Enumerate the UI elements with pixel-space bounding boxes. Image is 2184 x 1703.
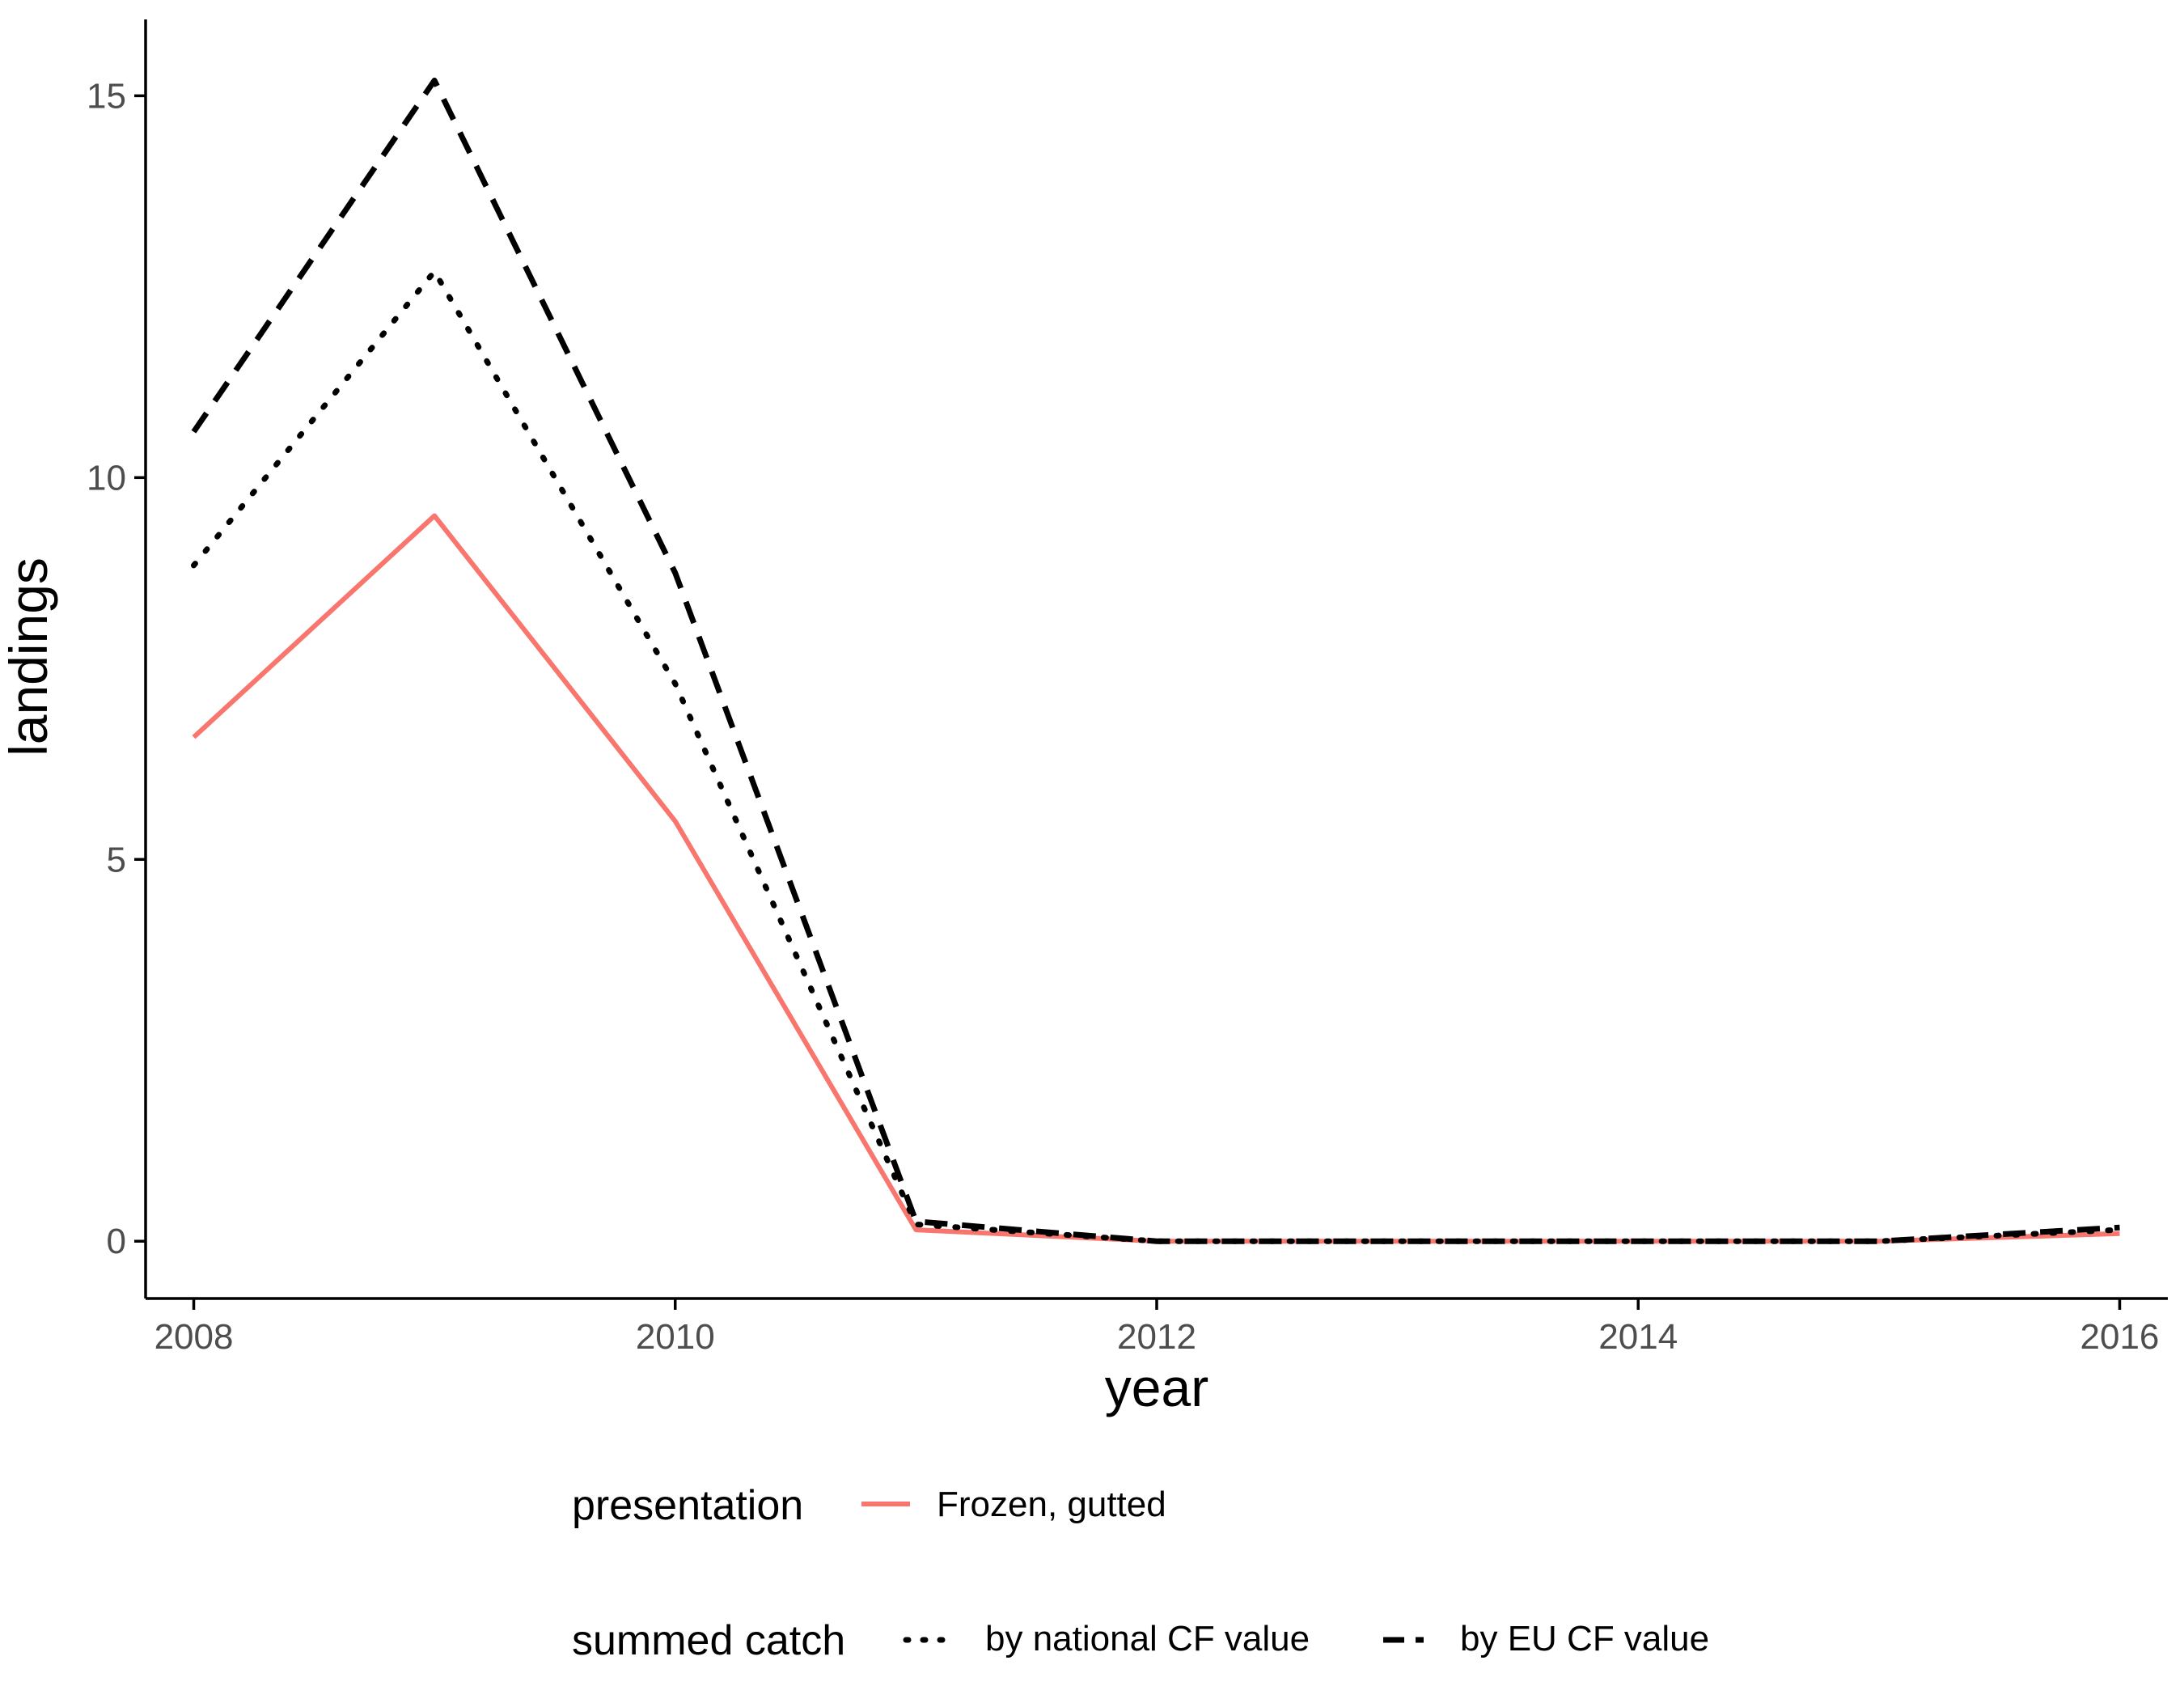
legend-label-frozen-gutted: Frozen, gutted	[937, 1485, 1166, 1524]
x-tick-label: 2016	[2080, 1317, 2160, 1357]
legend-title-summed-catch: summed catch	[572, 1617, 845, 1664]
y-tick-label: 5	[107, 840, 126, 879]
legend-presentation: presentation Frozen, gutted	[572, 1482, 1166, 1529]
legend-title-presentation: presentation	[572, 1482, 803, 1529]
legend-summed-catch: summed catch by national CF value by EU …	[572, 1617, 1709, 1664]
y-tick-label: 15	[87, 76, 126, 116]
legend-label-eu-cf: by EU CF value	[1460, 1619, 1709, 1659]
y-tick-label: 0	[107, 1222, 126, 1261]
y-axis-label: landings	[0, 557, 58, 756]
x-tick-label: 2010	[636, 1317, 715, 1357]
axes	[144, 19, 2168, 1300]
x-tick-label: 2014	[1598, 1317, 1678, 1357]
series-line-by-eu-cf-value	[191, 78, 2120, 1244]
x-ticks: 2008 2010 2012 2014 2016	[154, 1298, 2160, 1357]
series-line-frozen-gutted	[192, 513, 2120, 1244]
series-line-by-national-cf-value	[191, 269, 2123, 1244]
x-tick-label: 2012	[1117, 1317, 1196, 1357]
x-axis-label: year	[1105, 1358, 1208, 1417]
y-ticks: 0 5 10 15	[87, 76, 146, 1261]
y-tick-label: 10	[87, 458, 126, 498]
series-lines	[191, 78, 2123, 1244]
x-tick-label: 2008	[154, 1317, 234, 1357]
legend-label-national-cf: by national CF value	[985, 1619, 1310, 1659]
